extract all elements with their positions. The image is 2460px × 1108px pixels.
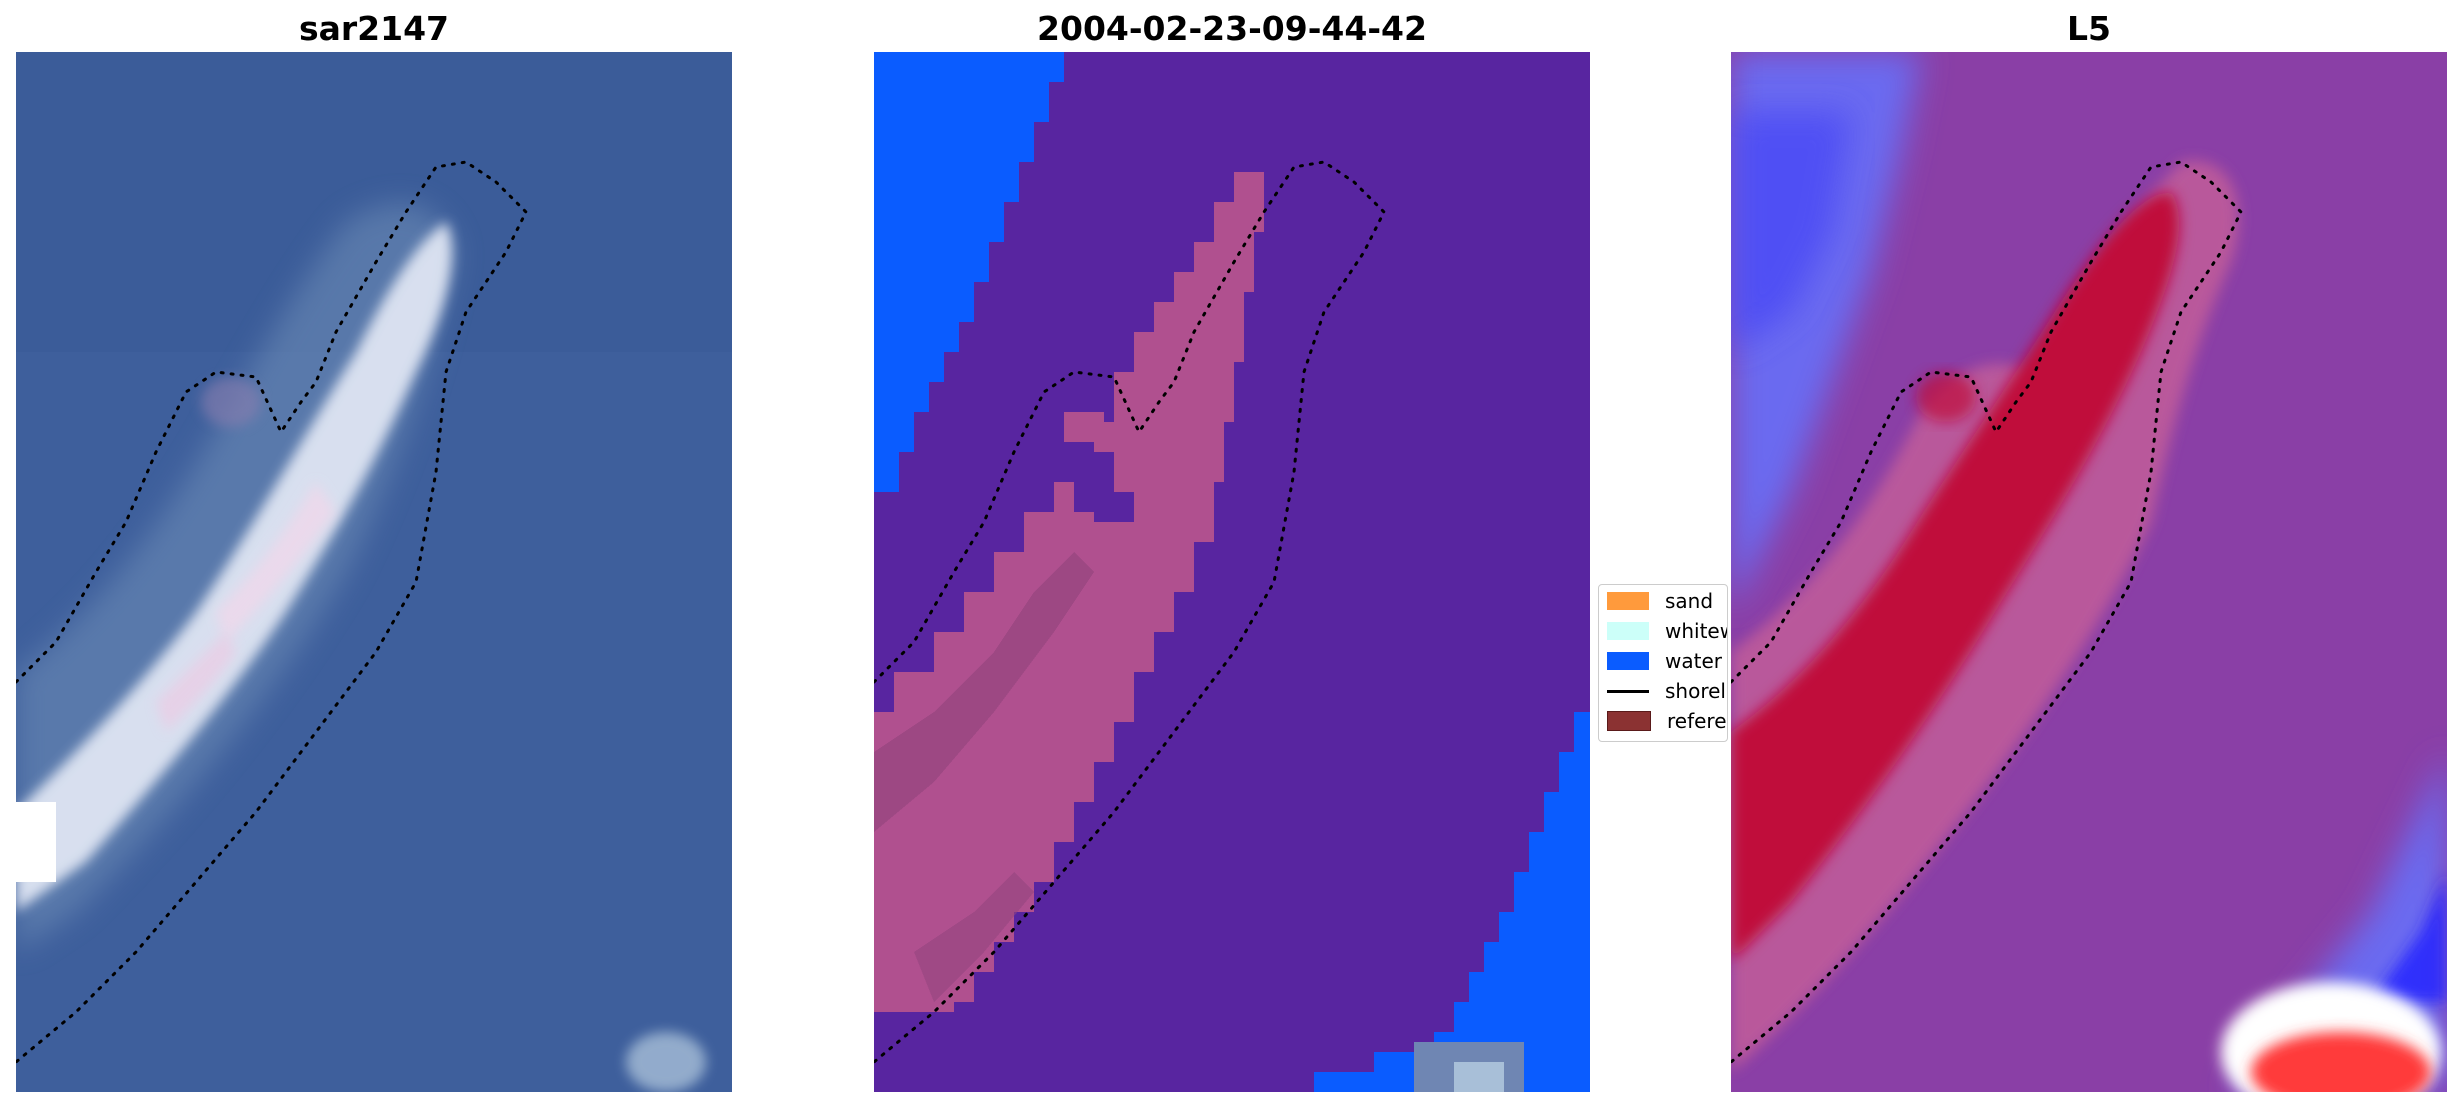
legend-label-reference: referen (1667, 709, 1727, 733)
legend-line-shoreline (1607, 689, 1649, 693)
rgb-image (16, 52, 732, 1092)
legend-label-sand: sand (1665, 589, 1714, 613)
legend-item-water: water (1607, 649, 1722, 673)
legend-label-shoreline: shorel (1665, 679, 1726, 703)
legend-item-reference: referen (1607, 709, 1727, 733)
legend-swatch-sand (1607, 592, 1649, 610)
classification-panel (874, 52, 1590, 1092)
index-panel (1731, 52, 2447, 1092)
legend-item-sand: sand (1607, 589, 1713, 613)
index-image (1731, 52, 2447, 1092)
panel-title-classification: 2004-02-23-09-44-42 (1037, 9, 1427, 48)
legend-label-water: water (1665, 649, 1722, 673)
legend-swatch-water (1607, 652, 1649, 670)
legend-item-shoreline: shorel (1607, 679, 1726, 703)
panel-title-rgb: sar2147 (298, 9, 450, 48)
legend-swatch-reference (1607, 711, 1651, 731)
rgb-image-panel (16, 52, 732, 1092)
legend-swatch-whitewater (1607, 622, 1649, 640)
classification-image (874, 52, 1590, 1092)
panel-title-index: L5 (2067, 9, 2111, 48)
